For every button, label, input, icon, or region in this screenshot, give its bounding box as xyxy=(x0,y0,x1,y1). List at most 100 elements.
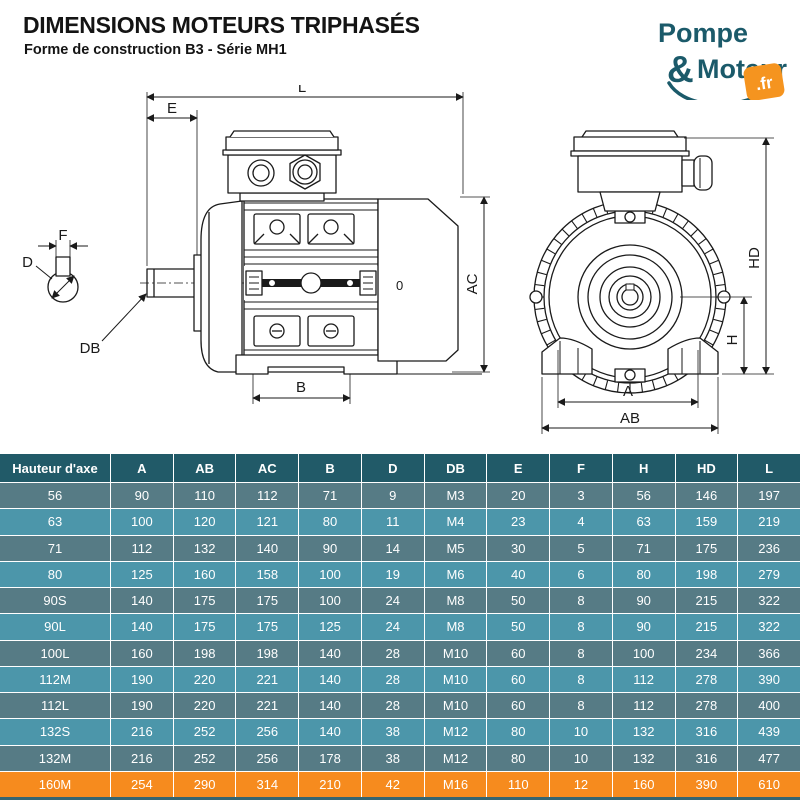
table-cell: 215 xyxy=(675,614,738,640)
col-header-f: F xyxy=(550,454,612,482)
table-cell: 60 xyxy=(487,693,550,719)
table-cell: M12 xyxy=(424,745,487,771)
table-cell: 140 xyxy=(236,535,299,561)
table-cell: 400 xyxy=(738,693,800,719)
table-cell: 90 xyxy=(612,588,675,614)
table-cell: 390 xyxy=(738,666,800,692)
table-cell: 178 xyxy=(299,745,361,771)
table-cell: 40 xyxy=(487,561,550,587)
table-cell: 316 xyxy=(675,719,738,745)
table-cell: 3 xyxy=(550,483,612,509)
table-cell: 190 xyxy=(111,693,173,719)
row-label-160m: 160M xyxy=(0,771,110,797)
table-cell: 125 xyxy=(299,614,361,640)
table-cell: M3 xyxy=(424,483,487,509)
table-cell: 290 xyxy=(173,771,236,797)
dim-label-e: E xyxy=(167,100,177,117)
motor-side-view: 0 L E B xyxy=(22,85,490,404)
table-cell: M8 xyxy=(424,588,487,614)
table-cell: 63 xyxy=(612,509,675,535)
table-cell: M8 xyxy=(424,614,487,640)
table-cell: 140 xyxy=(299,666,361,692)
table-cell: 14 xyxy=(361,535,424,561)
table-cell: 100 xyxy=(299,561,361,587)
table-cell: 160 xyxy=(111,640,173,666)
table-cell: 132 xyxy=(612,719,675,745)
table-cell: M5 xyxy=(424,535,487,561)
table-cell: 71 xyxy=(299,483,361,509)
dim-label-ac: AC xyxy=(464,273,481,294)
table-cell: 252 xyxy=(173,745,236,771)
table-cell: M10 xyxy=(424,693,487,719)
brand-logo: Pompe & Moteur .fr xyxy=(658,18,787,100)
table-cutoff-strip xyxy=(0,797,800,800)
table-cell: 24 xyxy=(361,588,424,614)
dim-label-ab: AB xyxy=(620,410,640,427)
row-label-56: 56 xyxy=(0,483,110,509)
table-cell: 125 xyxy=(111,561,173,587)
table-cell: 140 xyxy=(299,693,361,719)
dim-label-f: F xyxy=(58,227,67,244)
table-cell: 439 xyxy=(738,719,800,745)
col-header-ac: AC xyxy=(236,454,299,482)
table-cell: 80 xyxy=(299,509,361,535)
dim-label-d: D xyxy=(22,254,33,271)
table-cell: 60 xyxy=(487,640,550,666)
dim-label-h: H xyxy=(724,335,741,346)
dim-label-b: B xyxy=(296,379,306,396)
table-cell: 314 xyxy=(236,771,299,797)
table-cell: M12 xyxy=(424,719,487,745)
table-cell: 38 xyxy=(361,719,424,745)
table-cell: 110 xyxy=(173,483,236,509)
table-cell: 198 xyxy=(236,640,299,666)
table-cell: 390 xyxy=(675,771,738,797)
col-header-hd: HD xyxy=(675,454,738,482)
col-header-h: H xyxy=(612,454,675,482)
table-cell: 100 xyxy=(111,509,173,535)
table-cell: 132 xyxy=(173,535,236,561)
table-cell: 160 xyxy=(612,771,675,797)
col-header-l: L xyxy=(738,454,800,482)
table-cell: 80 xyxy=(487,745,550,771)
table-cell: M10 xyxy=(424,666,487,692)
table-cell: 56 xyxy=(612,483,675,509)
table-cell: 146 xyxy=(675,483,738,509)
table-cell: 8 xyxy=(550,614,612,640)
table-cell: 50 xyxy=(487,614,550,640)
table-cell: 112 xyxy=(111,535,173,561)
col-header-hauteur-d-axe: Hauteur d'axe xyxy=(0,454,110,482)
page-subtitle: Forme de construction B3 - Série MH1 xyxy=(24,42,287,58)
table-cell: 100 xyxy=(299,588,361,614)
row-label-63: 63 xyxy=(0,509,110,535)
table-cell: 159 xyxy=(675,509,738,535)
col-header-d: D xyxy=(361,454,424,482)
table-cell: 90 xyxy=(111,483,173,509)
table-cell: 28 xyxy=(361,666,424,692)
table-cell: 42 xyxy=(361,771,424,797)
table-cell: 8 xyxy=(550,666,612,692)
table-cell: 5 xyxy=(550,535,612,561)
table-cell: M4 xyxy=(424,509,487,535)
col-header-b: B xyxy=(299,454,361,482)
table-cell: 610 xyxy=(738,771,800,797)
table-cell: 8 xyxy=(550,588,612,614)
table-cell: 71 xyxy=(612,535,675,561)
table-cell: 90 xyxy=(299,535,361,561)
table-cell: 278 xyxy=(675,693,738,719)
row-label-90s: 90S xyxy=(0,588,110,614)
table-cell: M6 xyxy=(424,561,487,587)
table-cell: 175 xyxy=(236,588,299,614)
table-cell: 322 xyxy=(738,614,800,640)
table-cell: 110 xyxy=(487,771,550,797)
table-cell: 100 xyxy=(612,640,675,666)
table-cell: 316 xyxy=(675,745,738,771)
table-cell: 190 xyxy=(111,666,173,692)
table-cell: 12 xyxy=(550,771,612,797)
table-cell: 158 xyxy=(236,561,299,587)
table-cell: 234 xyxy=(675,640,738,666)
table-cell: 175 xyxy=(173,614,236,640)
table-cell: 28 xyxy=(361,640,424,666)
table-cell: 60 xyxy=(487,666,550,692)
table-cell: 278 xyxy=(675,666,738,692)
row-label-112l: 112L xyxy=(0,693,110,719)
